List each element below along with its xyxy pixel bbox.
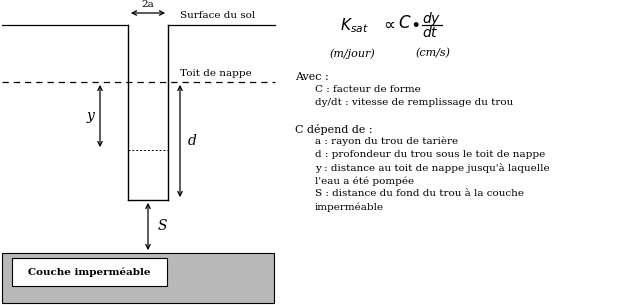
Text: Avec :: Avec : [295,72,329,82]
Text: Couche imperméable: Couche imperméable [28,267,150,277]
Text: $C$: $C$ [398,15,411,32]
Text: $\propto$: $\propto$ [380,16,396,33]
Text: S : distance du fond du trou à la couche: S : distance du fond du trou à la couche [315,189,524,198]
Text: (cm/s): (cm/s) [415,48,450,58]
Text: C dépend de :: C dépend de : [295,124,373,135]
Text: $K_{sat}$: $K_{sat}$ [340,16,369,35]
Text: l'eau a été pompée: l'eau a été pompée [315,176,414,185]
Text: (m/jour): (m/jour) [330,48,375,59]
Text: a : rayon du trou de tarière: a : rayon du trou de tarière [315,137,458,146]
Bar [2,253,274,303]
Text: y: y [86,109,94,123]
Bar [12,258,167,286]
Text: y : distance au toit de nappe jusqu'à laquelle: y : distance au toit de nappe jusqu'à la… [315,163,550,173]
Text: S: S [158,219,167,233]
Text: 2a: 2a [141,0,155,9]
Text: Surface du sol: Surface du sol [180,11,256,20]
Text: $dy$: $dy$ [422,10,441,28]
Text: imperméable: imperméable [315,202,384,211]
Text: d : profondeur du trou sous le toit de nappe: d : profondeur du trou sous le toit de n… [315,150,545,159]
Text: dy/dt : vitesse de remplissage du trou: dy/dt : vitesse de remplissage du trou [315,98,513,107]
Text: d: d [188,134,197,148]
Text: $dt$: $dt$ [422,25,439,40]
Text: Toit de nappe: Toit de nappe [180,69,252,78]
Text: $\bullet$: $\bullet$ [410,15,420,32]
Text: C : facteur de forme: C : facteur de forme [315,85,421,94]
